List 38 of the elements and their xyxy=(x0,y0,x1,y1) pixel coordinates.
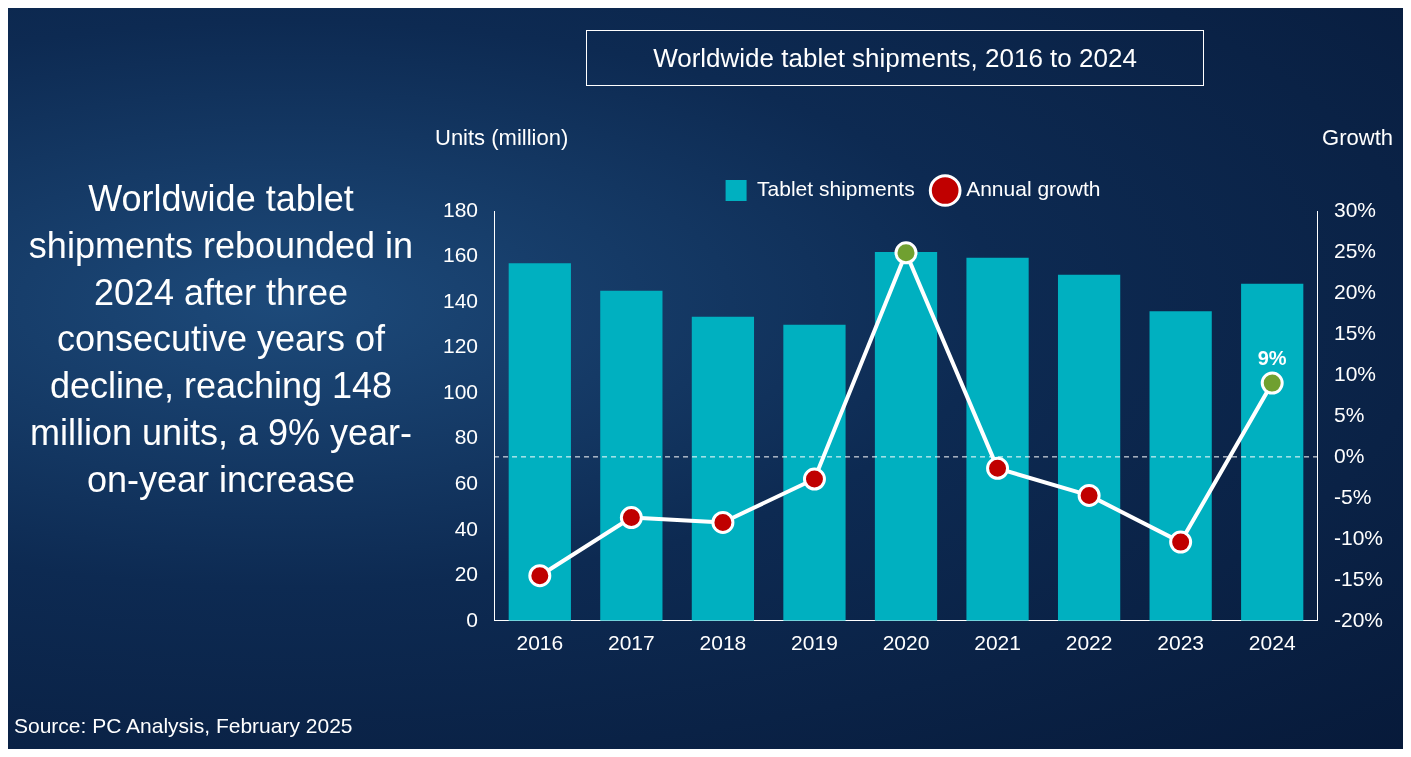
y2-tick-label: 15% xyxy=(1333,320,1377,344)
y2-tick-label: 30% xyxy=(1333,197,1377,221)
x-tick-label: 2017 xyxy=(608,631,655,655)
y-tick-label: 0 xyxy=(466,607,479,631)
y-tick-label: 40 xyxy=(454,516,479,540)
y-tick-label: 120 xyxy=(442,334,479,358)
x-tick-label: 2021 xyxy=(974,631,1021,655)
y-tick-label: 180 xyxy=(442,197,479,221)
y-tick-label: 60 xyxy=(454,471,479,494)
y-tick-label: 80 xyxy=(454,425,479,449)
y2-tick-label: 0% xyxy=(1333,443,1365,467)
x-tick-label: 2024 xyxy=(1248,631,1296,655)
y-axis-title: Units (million) xyxy=(435,125,569,151)
source-note: Source: PC Analysis, February 2025 xyxy=(14,714,353,738)
y2-axis-title: Growth xyxy=(1322,125,1393,151)
y2-tick-label: 20% xyxy=(1333,279,1377,303)
y-tick-label: 160 xyxy=(442,243,479,267)
y-tick-label: 140 xyxy=(442,288,479,312)
data-label: 9% xyxy=(1257,346,1287,369)
x-tick-label: 2019 xyxy=(791,631,838,655)
y2-tick-label: -10% xyxy=(1333,525,1384,549)
x-tick-label: 2020 xyxy=(882,631,930,655)
legend-label: Tablet shipments xyxy=(757,177,915,201)
x-tick-label: 2018 xyxy=(699,631,747,655)
y2-tick-label: -5% xyxy=(1333,484,1372,508)
chart-title: Worldwide tablet shipments, 2016 to 2024 xyxy=(586,30,1204,86)
y-tick-label: 100 xyxy=(442,379,479,403)
y2-tick-label: -15% xyxy=(1333,566,1384,590)
x-tick-label: 2016 xyxy=(516,631,564,655)
y2-tick-label: 25% xyxy=(1333,238,1377,262)
y2-tick-label: 10% xyxy=(1333,361,1377,385)
text: Worldwide tablet shipments rebounded in 2024 after three consecutive years of decline, reaching 148 million units, a 9% year-on-year increase xyxy=(27,177,415,502)
y-tick-label: 20 xyxy=(454,562,479,586)
legend-label: Annual growth xyxy=(966,177,1101,201)
x-tick-label: 2023 xyxy=(1157,631,1205,655)
y2-tick-label: -20% xyxy=(1333,607,1384,631)
y2-tick-label: 5% xyxy=(1333,402,1365,426)
x-tick-label: 2022 xyxy=(1065,631,1113,655)
